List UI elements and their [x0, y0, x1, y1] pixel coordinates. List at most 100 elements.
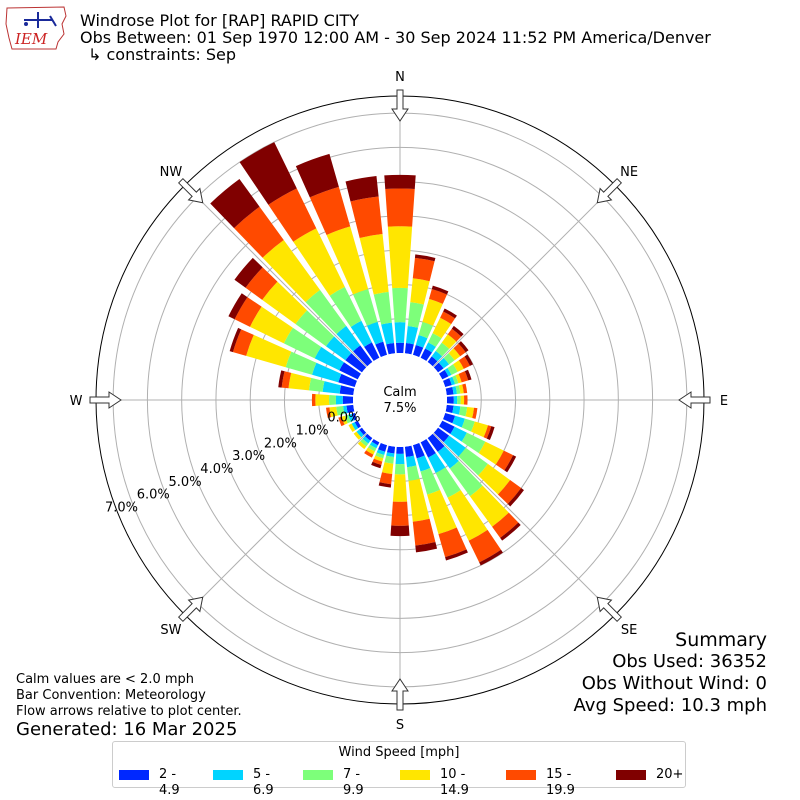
windrose-wedge [341, 415, 348, 425]
windrose-wedge [438, 420, 455, 434]
windrose-wedge [478, 441, 504, 465]
windrose-wedge [468, 529, 502, 563]
radial-tick-label: 6.0% [137, 488, 170, 503]
windrose-wedge [381, 322, 395, 345]
windrose-wedge [239, 142, 297, 205]
windrose-wedge [445, 386, 454, 396]
windrose-wedge [268, 188, 317, 242]
windrose-wedge [457, 395, 461, 405]
windrose-wedge [343, 405, 348, 414]
windrose-wedge [483, 425, 492, 439]
windrose-wedge [458, 371, 469, 383]
windrose-wedge [452, 386, 457, 395]
windrose-wedge [416, 455, 431, 472]
windrose-wedge [322, 381, 342, 394]
windrose-wedge [443, 308, 457, 319]
windrose-wedge [362, 436, 371, 444]
windrose-wedge [385, 188, 415, 227]
windrose-wedge [350, 320, 372, 347]
windrose-wedge [394, 322, 406, 343]
windrose-wedge [412, 257, 435, 282]
windrose-wedge [471, 421, 489, 438]
windrose-wedge [433, 362, 444, 373]
windrose-wedge [463, 395, 468, 405]
windrose-wedge [427, 489, 457, 535]
windrose-wedge [504, 455, 517, 473]
windrose-wedge [329, 406, 338, 418]
windrose-wedge [412, 518, 436, 546]
radial-tick-label: 5.0% [169, 475, 202, 490]
windrose-wedge [472, 407, 478, 419]
flow-arrow-shape [678, 391, 711, 409]
windrose-wedge [351, 422, 359, 431]
windrose-wedge [353, 431, 362, 440]
windrose-wedge [445, 404, 454, 414]
windrose-wedge [345, 353, 367, 373]
windrose-wedge [325, 336, 352, 361]
windrose-wedge [329, 395, 337, 405]
windrose-wedge [410, 278, 430, 305]
windrose-wedge [346, 404, 355, 414]
calm-note: Calm values are < 2.0 mph [16, 672, 195, 687]
windrose-wedge [449, 376, 456, 386]
flow-arrow-icon [391, 89, 409, 122]
windrose-wedge [234, 257, 263, 288]
windrose-wedge [443, 353, 455, 365]
windrose-wedge [460, 395, 465, 405]
legend-swatch [213, 770, 243, 780]
windrose-wedge [465, 407, 475, 419]
windrose-wedge [432, 317, 452, 339]
windrose-wedge [210, 179, 260, 229]
windrose-wedge [344, 414, 351, 424]
windrose-wedge [246, 334, 292, 368]
windrose-wedge [404, 445, 414, 457]
windrose-wedge [420, 348, 433, 362]
windrose-wedge [429, 288, 447, 304]
windrose-wedge [369, 441, 378, 449]
windrose-wedge [348, 423, 356, 433]
windrose-wedge [262, 281, 308, 325]
flow-arrow-shape [596, 596, 623, 623]
windrose-wedge [245, 267, 278, 300]
windrose-wedge [428, 333, 442, 347]
windrose-wedge [420, 467, 441, 495]
windrose-wedge [354, 420, 362, 429]
windrose-wedge [262, 239, 321, 303]
calm-circle [353, 353, 447, 447]
windrose-wedge [455, 385, 461, 395]
summary-obs-without-wind: Obs Without Wind: 0 [581, 673, 767, 694]
windrose-wedge [453, 360, 464, 372]
windrose-wedge [378, 482, 392, 488]
windrose-wedge [412, 344, 424, 358]
windrose-wedge [462, 383, 468, 394]
windrose-wedge [396, 446, 404, 454]
windrose-wedge [350, 196, 383, 239]
windrose-wedge [408, 478, 430, 522]
windrose-wedge [437, 446, 459, 469]
legend-label: 15 - 19.9 [546, 767, 575, 798]
windrose-wedge [366, 447, 375, 455]
windrose-wedge [376, 449, 386, 456]
windrose-wedge [366, 321, 384, 345]
windrose-wedge [326, 226, 369, 295]
windrose-wedge [281, 371, 292, 389]
windrose-wedge [386, 445, 396, 454]
summary-heading: Summary [675, 629, 767, 651]
windrose-wedge [438, 527, 467, 558]
windrose-wedge [447, 328, 462, 342]
calm-label: Calm [383, 385, 416, 400]
windrose-wedge [464, 369, 472, 381]
windrose-wedge [461, 418, 475, 432]
flow-arrow-shape [177, 596, 204, 623]
windrose-wedge [450, 426, 467, 442]
direction-label: W [70, 394, 83, 409]
windrose-wedge [386, 452, 395, 457]
windrose-wedge [305, 289, 347, 335]
windrose-wedge [357, 441, 367, 450]
windrose-wedge [353, 288, 378, 326]
bar-convention-note: Bar Convention: Meteorology [16, 688, 206, 703]
windrose-wedge [364, 450, 374, 458]
windrose-wedge [384, 455, 395, 464]
flow-arrow-icon [596, 177, 623, 204]
direction-label: N [395, 70, 405, 85]
